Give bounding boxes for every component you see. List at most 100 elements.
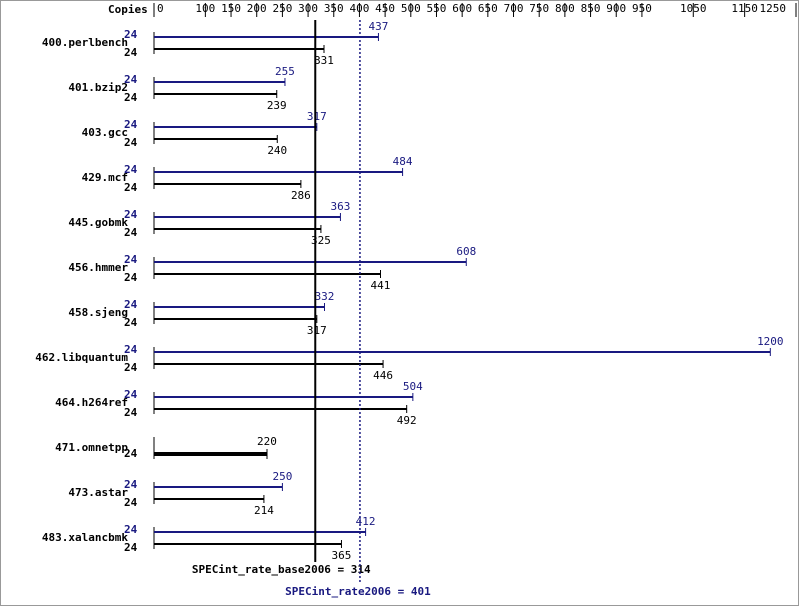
category-label: 429.mcf	[82, 171, 128, 184]
value-label: 214	[254, 504, 274, 517]
bar	[154, 396, 413, 398]
bar	[154, 228, 321, 230]
value-label: 608	[456, 245, 476, 258]
value-label: 446	[373, 369, 393, 382]
bar	[154, 363, 384, 365]
copies-label: 24	[124, 406, 138, 419]
value-label: 331	[314, 54, 334, 67]
value-label: 317	[307, 110, 327, 123]
copies-label: 24	[124, 271, 138, 284]
bar	[154, 531, 366, 533]
x-tick-label: 600	[452, 2, 472, 15]
x-tick-label: 200	[247, 2, 267, 15]
category-label: 471.omnetpp	[55, 441, 128, 454]
copies-label: 24	[124, 447, 138, 460]
value-label: 220	[257, 435, 277, 448]
bar	[154, 543, 342, 545]
value-label: 1200	[757, 335, 784, 348]
bar	[154, 183, 301, 185]
x-tick-label: 400	[350, 2, 370, 15]
value-label: 441	[371, 279, 391, 292]
bar	[154, 351, 771, 353]
category-label: 456.hmmer	[68, 261, 128, 274]
x-tick-label: 700	[504, 2, 524, 15]
category-label: 458.sjeng	[68, 306, 128, 319]
bar	[154, 261, 467, 263]
bar	[154, 126, 317, 128]
copies-label: 24	[124, 28, 138, 41]
copies-label: 24	[124, 208, 138, 221]
value-label: 504	[403, 380, 423, 393]
copies-label: 24	[124, 541, 138, 554]
bar	[154, 318, 317, 320]
value-label: 484	[393, 155, 413, 168]
reference-label: SPECint_rate2006 = 401	[285, 585, 431, 598]
bar	[154, 48, 325, 50]
x-tick-label: 1050	[680, 2, 707, 15]
x-tick-label: 750	[529, 2, 549, 15]
value-label: 332	[315, 290, 335, 303]
copies-label: 24	[124, 181, 138, 194]
value-label: 492	[397, 414, 417, 427]
value-label: 437	[369, 20, 389, 33]
copies-label: 24	[124, 118, 138, 131]
bar	[154, 452, 267, 456]
x-tick-label: 0	[157, 2, 164, 15]
bar	[154, 93, 277, 95]
value-label: 255	[275, 65, 295, 78]
x-tick-label: 950	[632, 2, 652, 15]
value-label: 250	[272, 470, 292, 483]
bar	[154, 408, 407, 410]
copies-label: 24	[124, 73, 138, 86]
x-tick-label: 450	[375, 2, 395, 15]
bar	[154, 36, 379, 38]
bar	[154, 498, 264, 500]
x-tick-label: 100	[195, 2, 215, 15]
bar	[154, 273, 381, 275]
category-label: 401.bzip2	[68, 81, 128, 94]
copies-label: 24	[124, 361, 138, 374]
bar	[154, 306, 325, 308]
x-tick-label: 650	[478, 2, 498, 15]
x-tick-label: 300	[298, 2, 318, 15]
copies-label: 24	[124, 163, 138, 176]
value-label: 365	[332, 549, 352, 562]
value-label: 240	[267, 144, 287, 157]
x-tick-label: 350	[324, 2, 344, 15]
copies-label: 24	[124, 253, 138, 266]
value-label: 239	[267, 99, 287, 112]
copies-header: Copies	[108, 3, 148, 16]
copies-label: 24	[124, 478, 138, 491]
x-tick-label: 150	[221, 2, 241, 15]
x-tick-label: 250	[272, 2, 292, 15]
x-tick-label: 900	[606, 2, 626, 15]
copies-label: 24	[124, 46, 138, 59]
copies-label: 24	[124, 523, 138, 536]
category-label: 403.gcc	[82, 126, 128, 139]
x-tick-label: 550	[427, 2, 447, 15]
x-tick-label: 850	[581, 2, 601, 15]
category-label: 445.gobmk	[68, 216, 128, 229]
bar	[154, 216, 341, 218]
reference-label: SPECint_rate_base2006 = 314	[192, 563, 371, 576]
category-label: 462.libquantum	[35, 351, 128, 364]
copies-label: 24	[124, 316, 138, 329]
copies-label: 24	[124, 226, 138, 239]
category-label: 483.xalancbmk	[42, 531, 128, 544]
bar	[154, 486, 283, 488]
category-label: 464.h264ref	[55, 396, 128, 409]
bar	[154, 138, 278, 140]
value-label: 317	[307, 324, 327, 337]
bar	[154, 81, 285, 83]
value-label: 363	[330, 200, 350, 213]
copies-label: 24	[124, 91, 138, 104]
value-label: 325	[311, 234, 331, 247]
value-label: 412	[356, 515, 376, 528]
category-label: 473.astar	[68, 486, 128, 499]
copies-label: 24	[124, 343, 138, 356]
x-tick-label: 800	[555, 2, 575, 15]
category-label: 400.perlbench	[42, 36, 128, 49]
copies-label: 24	[124, 298, 138, 311]
